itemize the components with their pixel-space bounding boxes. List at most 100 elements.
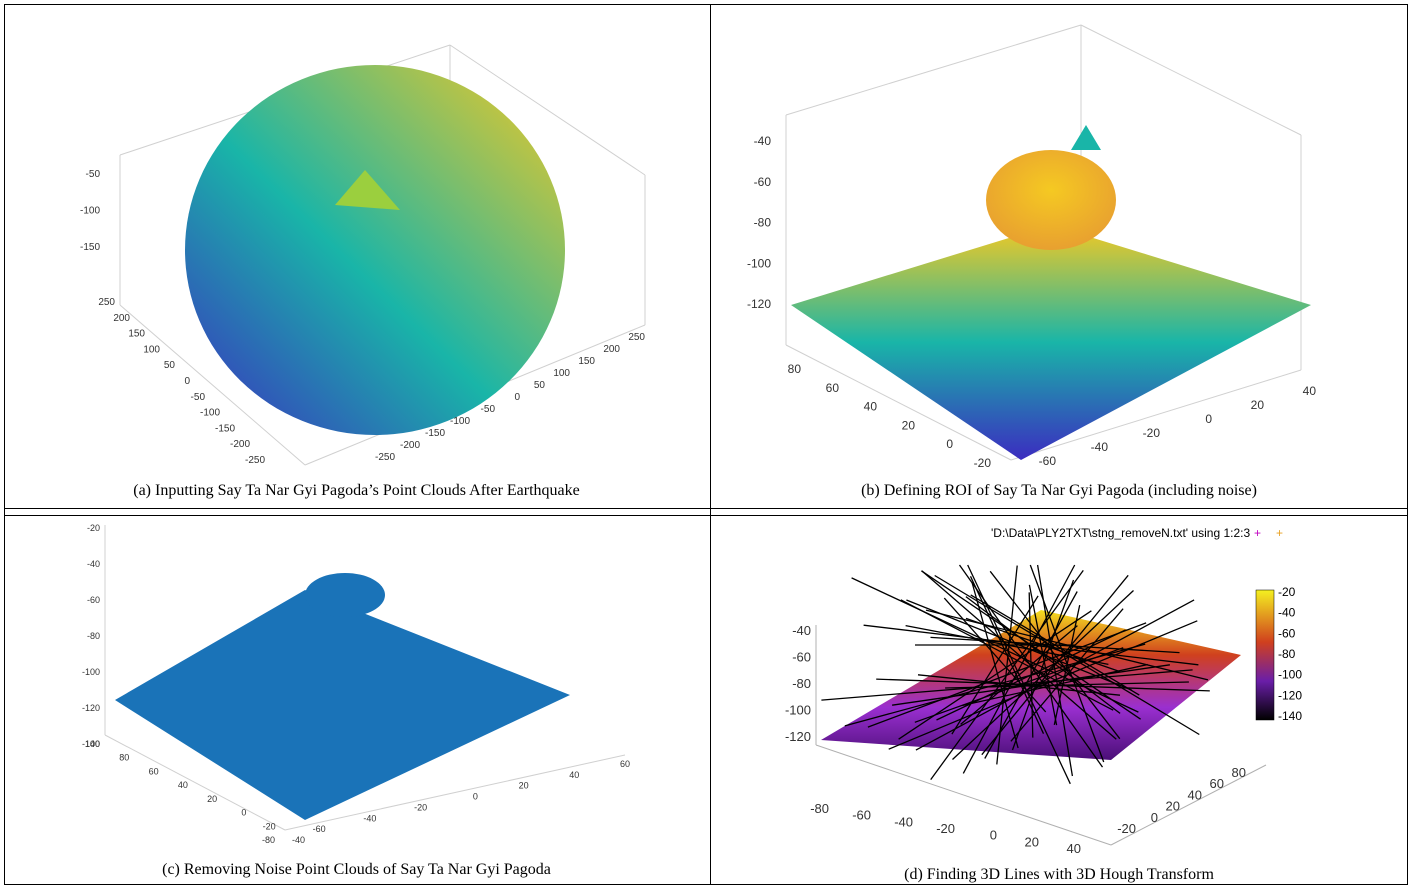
panel-c-z-ticks: -20 -40 -60 -80 -100 -120 -140 (82, 523, 100, 749)
panel-b-x-ticks: 80 60 40 20 0 -20 (788, 362, 992, 470)
panel-d-legend: 'D:\Data\PLY2TXT\stng_removeN.txt' using… (991, 526, 1283, 540)
hough-line (981, 574, 1129, 756)
panel-d-z-tick: -60 (792, 650, 811, 665)
panel-b-z-tick: -120 (747, 297, 771, 311)
hough-line (943, 597, 1047, 713)
panel-a-x-ticks: 250 200 150 100 50 0-50 -100 -150 -200 -250 (98, 297, 265, 466)
panel-d-colorbar-tick: -120 (1278, 688, 1302, 702)
hough-line (989, 570, 1121, 740)
panel-c-z-tick: -100 (82, 667, 100, 677)
panel-a-point-cloud (185, 65, 565, 435)
panel-b-z-tick: -80 (754, 216, 772, 230)
grid-vertical-divider (710, 5, 711, 884)
panel-a-x-tick: 200 (113, 313, 130, 324)
panel-d-x-tick: -80 (810, 801, 829, 816)
panel-a-y-tick: 0 (514, 392, 520, 403)
panel-d-x-tick: 40 (1067, 841, 1081, 856)
hough-line (965, 617, 1121, 673)
panel-d-x-tick: 0 (990, 828, 997, 843)
panel-d-y-tick: 60 (1210, 776, 1224, 791)
panel-d-x-tick: -20 (936, 821, 955, 836)
panel-d: 'D:\Data\PLY2TXT\stng_removeN.txt' using… (711, 515, 1407, 865)
panel-c-x-ticks: 100 80 60 40 20 0 -20 -40 (85, 739, 305, 845)
panel-b-y-tick: -60 (1039, 454, 1057, 468)
panel-b-x-tick: 0 (946, 437, 953, 451)
panel-a-y-tick: -100 (450, 416, 470, 427)
panel-d-colorbar-tick: -100 (1278, 668, 1302, 682)
panel-b-plot: -40 -60 -80 -100 -120 80 60 40 20 0 -20 -60 -40 -20… (747, 24, 1317, 470)
hough-line (1010, 608, 1124, 742)
panel-a-plot: -50-100-150 250200150100500-50-100-150-2… (80, 44, 646, 466)
panel-d-z-tick: -40 (792, 623, 811, 638)
panel-d-y-tick: 20 (1166, 799, 1180, 814)
caption-d: (d) Finding 3D Lines with 3D Hough Trans… (904, 866, 1214, 883)
panel-d-x-tick: 20 (1025, 834, 1039, 849)
hough-line (1029, 564, 1105, 763)
panel-c-point-cloud (115, 590, 570, 820)
panel-b-y-tick: 0 (1205, 412, 1212, 426)
panel-b-x-tick: 20 (902, 418, 916, 432)
panel-c-x-tick: 80 (119, 753, 129, 763)
panel-d-z-ticks: -40 -60 -80 -100 -120 (785, 623, 811, 744)
panel-d-x-tick: -60 (852, 808, 871, 823)
panel-a-y-ticks: -250 -200 -150 -100 -50 0 50 100 150 200 250 (375, 332, 645, 463)
panel-d-legend-marker-2: + (1276, 526, 1283, 540)
panel-b-z-tick: -40 (754, 134, 772, 148)
panel-d-colorbar-tick: -60 (1278, 626, 1296, 640)
panel-d-colorbar-tick: -80 (1278, 647, 1296, 661)
panel-a-y-tick: 250 (628, 332, 645, 343)
hough-line (876, 678, 1210, 692)
panel-c-z-tick: -140 (82, 739, 100, 749)
hough-line (952, 590, 1134, 760)
panel-b-roi-surface (791, 225, 1311, 460)
panel-c-y-tick: 0 (473, 792, 478, 802)
panel-d-colorbar-tick: -20 (1278, 585, 1296, 599)
panel-c-x-tick: 40 (178, 780, 188, 790)
panel-c-y-tick: -20 (414, 802, 427, 812)
panel-c-y-tick: -80 (262, 835, 275, 845)
panel-c-x-tick: 20 (207, 794, 217, 804)
panel-b-x-tick: 60 (826, 381, 840, 395)
panel-c-z-tick: -40 (87, 559, 100, 569)
panel-c-z-tick: -120 (82, 703, 100, 713)
panel-b-z-tick: -100 (747, 256, 771, 270)
panel-c-y-tick: 60 (620, 759, 630, 769)
panel-d-x-ticks: -80 -60 -40 -20 0 20 40 (810, 801, 1081, 856)
panel-d-colorbar-tick: -40 (1278, 606, 1296, 620)
panel-b-pagoda-dome (986, 150, 1116, 250)
caption-a: (a) Inputting Say Ta Nar Gyi Pagoda’s Po… (133, 482, 580, 499)
hough-line (921, 570, 1141, 720)
panel-d-y-tick: 0 (1151, 810, 1158, 825)
panel-d-plot: 'D:\Data\PLY2TXT\stng_removeN.txt' using… (785, 526, 1302, 856)
hough-line (970, 594, 1140, 696)
panel-d-y-tick: 40 (1188, 787, 1202, 802)
caption-c: (c) Removing Noise Point Clouds of Say T… (162, 861, 551, 878)
figure-grid (4, 4, 1408, 885)
panel-c-x-tick: -20 (263, 821, 276, 831)
hough-line (960, 625, 1078, 725)
panel-b-z-ticks: -40 -60 -80 -100 -120 (747, 134, 771, 311)
panel-a-y-tick: 200 (603, 344, 620, 355)
panel-a-y-tick: 150 (578, 356, 595, 367)
panel-d-legend-text: 'D:\Data\PLY2TXT\stng_removeN.txt' using… (991, 526, 1250, 540)
hough-line (945, 681, 1189, 689)
caption-b: (b) Defining ROI of Say Ta Nar Gyi Pagod… (861, 482, 1257, 499)
hough-line (898, 610, 1092, 740)
hough-line (1028, 584, 1058, 726)
panel-a-y-tick: -50 (481, 404, 496, 415)
panel-b-y-tick: -20 (1143, 426, 1161, 440)
panel-d-hough-lines (821, 564, 1210, 785)
panel-c-axes-box (104, 525, 626, 831)
panel-c: -20 -40 -60 -80 -100 -120 -140 100 80 60 40 20 0 -20… (5, 515, 708, 857)
panel-d-colorbar-ticks: -20 -40 -60 -80 -100 -120 -140 (1278, 585, 1302, 723)
hough-line (851, 577, 1139, 713)
hough-line (962, 564, 1076, 774)
panel-d-y-ticks: -20 0 20 40 60 80 (1117, 765, 1246, 836)
hough-line (951, 595, 1039, 735)
panel-c-plot: -20 -40 -60 -80 -100 -120 -140 100 80 60 40 20 0 -20… (82, 523, 630, 845)
panel-b-y-tick: 40 (1303, 384, 1317, 398)
panel-a-z-ticks: -50 -100 -150 (80, 169, 100, 253)
panel-b: -40 -60 -80 -100 -120 80 60 40 20 0 -20 -60 -40 -20… (711, 5, 1407, 482)
panel-d-colorbar-tick: -140 (1278, 709, 1302, 723)
panel-a-z-tick: -100 (80, 206, 100, 217)
